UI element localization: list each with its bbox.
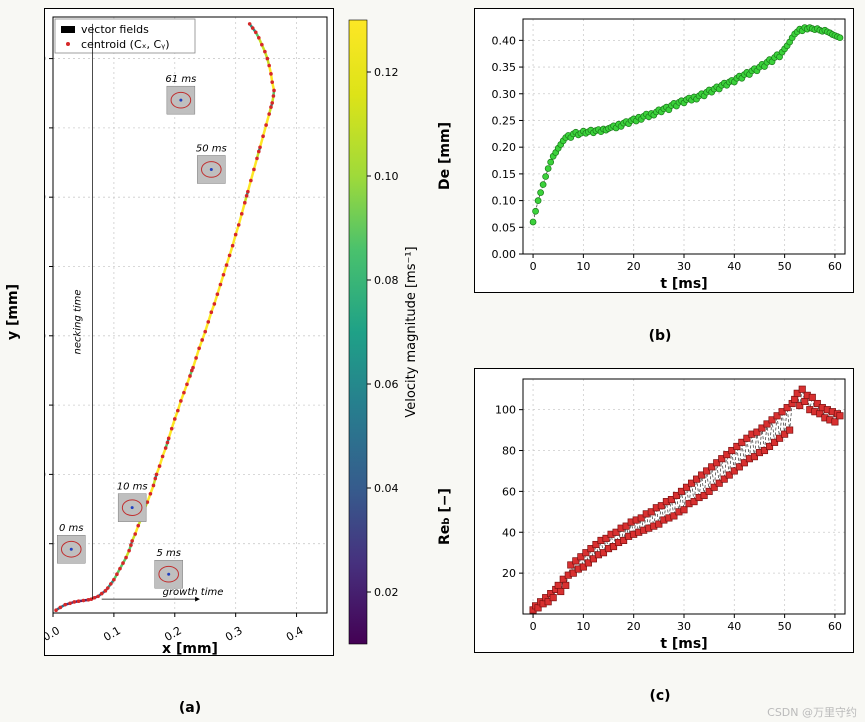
- svg-text:0.35: 0.35: [492, 61, 517, 74]
- svg-text:0.3: 0.3: [223, 624, 245, 644]
- svg-text:1.5: 1.5: [45, 399, 46, 412]
- svg-text:30: 30: [677, 260, 691, 273]
- panel-c-ylabel: Reb [−]: [437, 488, 453, 545]
- svg-text:3.0: 3.0: [45, 191, 46, 204]
- svg-text:3.5: 3.5: [45, 122, 46, 135]
- svg-text:20: 20: [627, 620, 641, 633]
- svg-text:0.25: 0.25: [492, 114, 517, 127]
- svg-text:20: 20: [502, 567, 516, 580]
- svg-text:growth time: growth time: [163, 587, 224, 598]
- svg-text:2.5: 2.5: [45, 260, 46, 273]
- svg-text:0.1: 0.1: [101, 624, 123, 644]
- svg-text:40: 40: [502, 526, 516, 539]
- svg-text:necking time: necking time: [72, 289, 83, 354]
- svg-text:10: 10: [576, 620, 590, 633]
- svg-text:0: 0: [530, 620, 537, 633]
- watermark: CSDN @万里守约: [767, 704, 857, 720]
- svg-text:60: 60: [828, 620, 842, 633]
- panel-b-sublabel: (b): [640, 328, 680, 344]
- svg-text:0.05: 0.05: [492, 221, 517, 234]
- svg-text:0.10: 0.10: [374, 170, 399, 183]
- svg-text:0.06: 0.06: [374, 378, 399, 391]
- svg-text:60: 60: [828, 260, 842, 273]
- svg-text:0 ms: 0 ms: [59, 523, 83, 534]
- svg-text:0.02: 0.02: [374, 586, 399, 599]
- panel-b: 0 10 20 30 40 50 60 0.00 0.05 0.10 0.15 0.20 0.25 0.3…: [474, 8, 854, 293]
- svg-text:0.4: 0.4: [284, 624, 306, 644]
- svg-text:0.12: 0.12: [374, 66, 399, 79]
- panel-a-sublabel: (a): [170, 700, 210, 716]
- svg-text:2.0: 2.0: [45, 330, 46, 343]
- svg-text:5 ms: 5 ms: [156, 548, 181, 559]
- svg-text:0.10: 0.10: [492, 195, 517, 208]
- svg-text:t [ms]: t [ms]: [660, 636, 707, 652]
- panel-a-ylabel: y [mm]: [5, 284, 21, 340]
- colorbar: 0.02 0.04 0.06 0.08 0.10 0.12 Velocity magnitu…: [345, 8, 420, 656]
- svg-text:40: 40: [727, 620, 741, 633]
- svg-text:0.04: 0.04: [374, 482, 399, 495]
- panel-c: 0 10 20 30 40 50 60 20 40 60 80 100 t [ms]: [474, 368, 854, 653]
- svg-text:20: 20: [627, 260, 641, 273]
- svg-text:10 ms: 10 ms: [117, 482, 148, 493]
- svg-text:0.40: 0.40: [492, 34, 517, 47]
- svg-text:0.08: 0.08: [374, 274, 399, 287]
- svg-text:t [ms]: t [ms]: [660, 276, 707, 292]
- svg-text:1.0: 1.0: [45, 468, 46, 481]
- svg-text:0.15: 0.15: [492, 168, 517, 181]
- panel-c-sublabel: (c): [640, 688, 680, 704]
- svg-text:60: 60: [502, 485, 516, 498]
- svg-text:0.0: 0.0: [45, 624, 62, 644]
- svg-text:10: 10: [576, 260, 590, 273]
- svg-text:0.30: 0.30: [492, 88, 517, 101]
- panel-b-ylabel: De [mm]: [437, 122, 453, 190]
- svg-text:0.00: 0.00: [492, 248, 517, 261]
- svg-text:30: 30: [677, 620, 691, 633]
- svg-text:0.5: 0.5: [45, 538, 46, 551]
- svg-text:50 ms: 50 ms: [196, 143, 227, 154]
- svg-text:0: 0: [530, 260, 537, 273]
- panel-a: 0.00.10.20.30.40.51.01.52.02.53.03.54.0x…: [44, 8, 334, 656]
- svg-text:vector fields: vector fields: [81, 23, 149, 36]
- svg-text:80: 80: [502, 445, 516, 458]
- svg-text:Velocity magnitude [ms⁻¹]: Velocity magnitude [ms⁻¹]: [404, 246, 419, 417]
- svg-text:40: 40: [727, 260, 741, 273]
- svg-text:0.20: 0.20: [492, 141, 517, 154]
- svg-text:50: 50: [778, 260, 792, 273]
- svg-text:50: 50: [778, 620, 792, 633]
- svg-text:x [mm]: x [mm]: [162, 641, 218, 657]
- svg-text:4.0: 4.0: [45, 53, 46, 66]
- svg-text:centroid (Cₓ, Cᵧ): centroid (Cₓ, Cᵧ): [81, 38, 170, 51]
- svg-text:100: 100: [495, 404, 516, 417]
- svg-text:61 ms: 61 ms: [165, 74, 196, 85]
